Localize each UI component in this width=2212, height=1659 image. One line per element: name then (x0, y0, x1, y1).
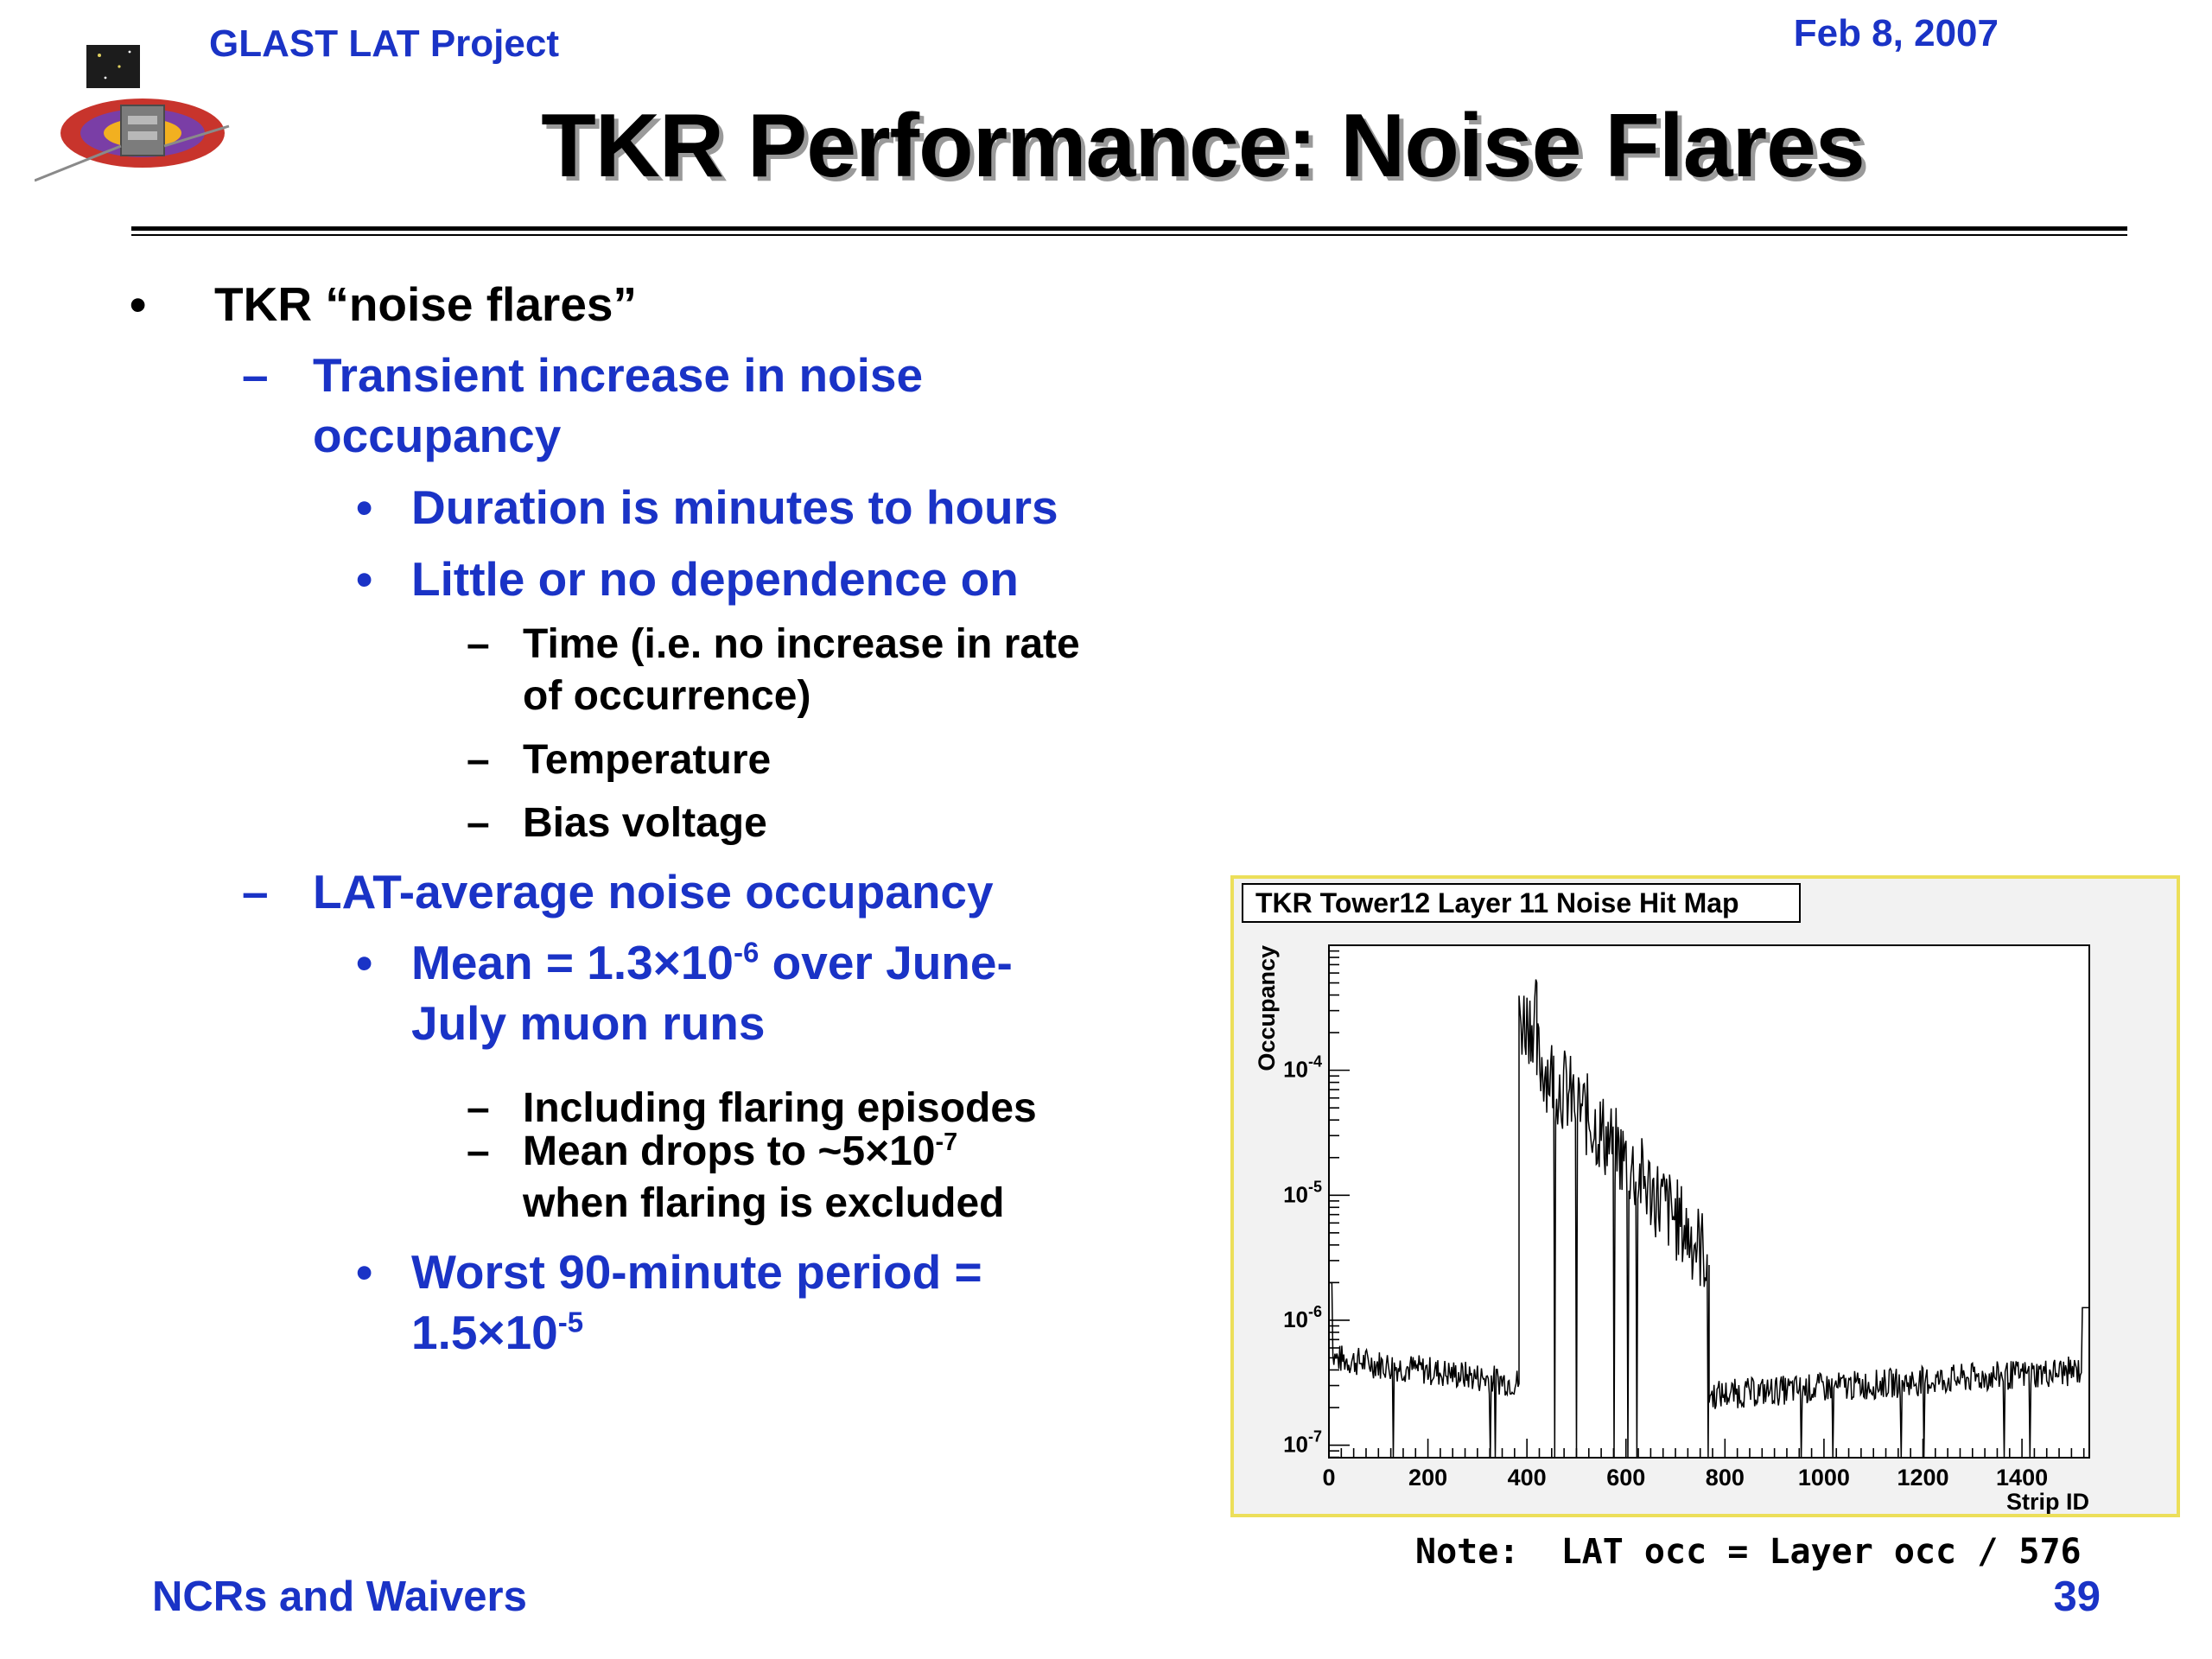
x-tick-label: 800 (1706, 1465, 1745, 1491)
bullet-marker: – (467, 1085, 490, 1131)
bullet-text: Mean = 1.3×10-6 over June- (411, 936, 1013, 989)
y-tick-label: 10-4 (1283, 1053, 1322, 1083)
footer-section: NCRs and Waivers (152, 1573, 527, 1620)
bullet-text: Mean drops to ~5×10-7 (523, 1128, 958, 1174)
bullet-text: LAT-average noise occupancy (313, 865, 994, 918)
x-tick-label: 0 (1322, 1465, 1335, 1491)
y-tick-label: 10-5 (1283, 1178, 1322, 1207)
series-line (1329, 979, 2089, 1459)
chart-title: TKR Tower12 Layer 11 Noise Hit Map (1255, 887, 1739, 918)
bullet-text: Little or no dependence on (411, 552, 1019, 606)
bullet-marker: • (130, 277, 147, 331)
bullet-marker: – (467, 1128, 490, 1174)
bullet-text: Transient increase in noise (313, 348, 924, 402)
bullet-text: 1.5×10-5 (411, 1306, 584, 1359)
y-tick-label: 10-7 (1283, 1428, 1322, 1458)
x-tick-label: 400 (1508, 1465, 1547, 1491)
x-axis-label: Strip ID (2006, 1489, 2089, 1514)
bullet-marker: • (356, 552, 373, 606)
bullet-text: Worst 90-minute period = (411, 1245, 982, 1299)
bullet-marker: – (467, 800, 490, 846)
bullet-text: July muon runs (411, 996, 766, 1050)
bullet-text: Temperature (523, 737, 772, 783)
bullet-marker: – (467, 737, 490, 783)
bullet-text: Including flaring episodes (523, 1085, 1037, 1131)
glast-logo (34, 38, 233, 185)
bullet-marker: – (467, 621, 490, 667)
x-tick-label: 1000 (1798, 1465, 1850, 1491)
bullet-text: TKR “noise flares” (214, 277, 638, 331)
chart-canvas: TKR Tower12 Layer 11 Noise Hit Map 10-4 10… (1242, 883, 2090, 1514)
x-tick-label: 200 (1408, 1465, 1447, 1491)
bullet-text: when flaring is excluded (523, 1180, 1005, 1226)
bullet-text: of occurrence) (523, 673, 811, 719)
bullet-marker: – (242, 348, 269, 402)
chart-title-box (1242, 883, 1801, 923)
project-name: GLAST LAT Project (209, 22, 559, 65)
y-axis-label: Occupancy (1254, 945, 1280, 1071)
y-tick-label: 10-6 (1283, 1303, 1322, 1332)
bullet-text: occupancy (313, 409, 562, 462)
bullet-marker: • (356, 480, 373, 534)
bullet-marker: • (356, 936, 373, 989)
title-rule (131, 226, 2127, 231)
x-tick-label: 600 (1606, 1465, 1645, 1491)
x-tick-label: 1200 (1897, 1465, 1948, 1491)
noise-hit-map-chart: TKR Tower12 Layer 11 Noise Hit Map 10-4 10… (1230, 875, 2180, 1517)
bullet-text: Time (i.e. no increase in rate (523, 621, 1080, 667)
page-number: 39 (2053, 1573, 2101, 1620)
title-rule-thin (131, 234, 2127, 236)
x-tick-label: 1400 (1996, 1465, 2048, 1491)
slide-date: Feb 8, 2007 (1793, 12, 1999, 54)
bullet-marker: • (356, 1245, 373, 1299)
bullet-text: Bias voltage (523, 800, 767, 846)
footnote: Note: LAT occ = Layer occ / 576 (1415, 1532, 2082, 1572)
slide-title: TKR Performance: Noise Flares (541, 96, 1866, 196)
bullet-marker: – (242, 865, 269, 918)
bullet-text: Duration is minutes to hours (411, 480, 1058, 534)
